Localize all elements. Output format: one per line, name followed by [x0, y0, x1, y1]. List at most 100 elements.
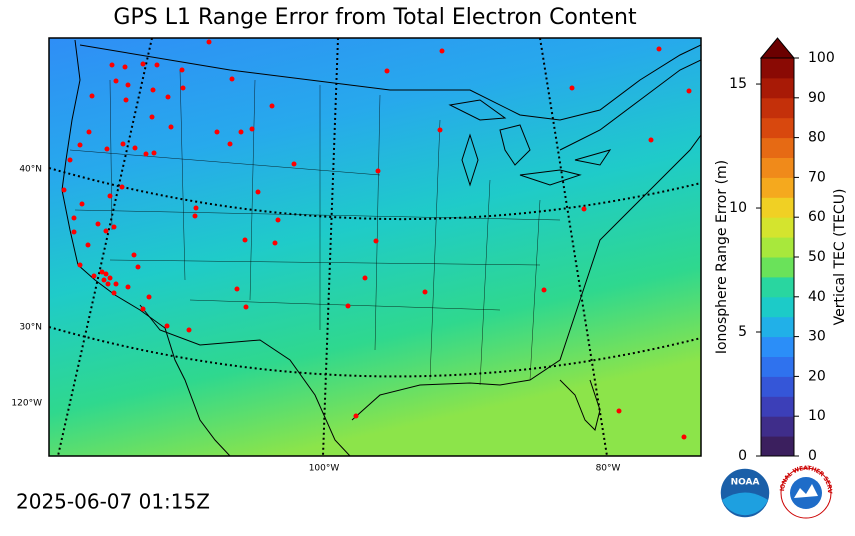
colorbar-bin	[761, 276, 794, 298]
station	[111, 290, 117, 296]
station	[180, 85, 186, 91]
station	[362, 275, 368, 281]
station	[113, 281, 119, 287]
station	[151, 150, 157, 156]
station	[242, 237, 248, 243]
stations	[61, 39, 692, 440]
colorbar-right-label: Vertical TEC (TECU)	[832, 189, 848, 326]
colorbar-tick-label: 30	[808, 329, 826, 345]
colorbar-bin	[761, 217, 794, 238]
colorbar-bin	[761, 177, 794, 198]
noaa-text: NOAA	[731, 478, 760, 488]
station	[105, 281, 111, 287]
colorbar-tick-label: 70	[808, 169, 826, 185]
station	[686, 88, 692, 94]
station	[179, 67, 185, 73]
colorbar-tick-label: 80	[808, 130, 826, 146]
station	[272, 240, 278, 246]
station	[255, 189, 261, 195]
station	[104, 146, 110, 152]
station	[107, 275, 113, 281]
station	[120, 141, 126, 147]
station	[146, 294, 152, 300]
colorbar-bin	[761, 336, 794, 357]
lon-label: 100°W	[309, 464, 340, 474]
map-frame	[48, 37, 702, 457]
state-borders	[69, 69, 561, 386]
station	[229, 76, 235, 82]
station	[135, 264, 141, 270]
colorbar-tick-label: 15	[729, 76, 747, 92]
station	[149, 114, 155, 120]
colorbar-tick-label: 90	[808, 90, 826, 106]
lon-label: 120°W	[11, 399, 42, 409]
station	[291, 161, 297, 167]
colorbar-tick-label: 10	[729, 200, 747, 216]
station	[123, 97, 129, 103]
station	[439, 48, 445, 54]
station	[193, 205, 199, 211]
noaa-logo: NOAA	[719, 467, 771, 519]
station	[140, 61, 146, 67]
station	[541, 287, 547, 293]
station	[154, 62, 160, 68]
station	[125, 82, 131, 88]
station	[168, 124, 174, 130]
colorbar-tick-label: 0	[738, 448, 747, 464]
colorbar-tick-label: 50	[808, 249, 826, 265]
map	[49, 38, 701, 456]
station	[86, 129, 92, 135]
station	[113, 78, 119, 84]
station	[437, 127, 443, 133]
station	[275, 217, 281, 223]
station	[192, 213, 198, 219]
colorbar-bin	[761, 356, 794, 377]
colorbar: 0 10 20 30 40 50 60 70 80 90 100 0 5 10 15	[729, 37, 835, 464]
colorbar-tick-label: 100	[808, 50, 835, 66]
station	[140, 306, 146, 312]
station	[569, 85, 575, 91]
station	[269, 103, 275, 109]
station	[67, 157, 73, 163]
station	[103, 228, 109, 234]
colorbar-bin	[761, 296, 794, 318]
station	[422, 289, 428, 295]
colorbar-tick-label: 60	[808, 209, 826, 225]
station	[71, 229, 77, 235]
timestamp: 2025-06-07 01:15Z	[16, 490, 210, 514]
colorbar-bin	[761, 316, 794, 338]
station	[143, 151, 149, 157]
station	[91, 273, 97, 279]
title: GPS L1 Range Error from Total Electron C…	[113, 5, 637, 30]
station	[85, 242, 91, 248]
station	[125, 284, 131, 290]
station	[77, 262, 83, 268]
station	[249, 126, 255, 132]
colorbar-bin	[761, 257, 794, 278]
station	[119, 184, 125, 190]
station	[111, 224, 117, 230]
station	[79, 201, 85, 207]
station	[103, 271, 109, 277]
station	[227, 141, 233, 147]
lat-label: 30°N	[19, 323, 42, 333]
colorbar-bin	[761, 396, 794, 417]
colorbar-bin	[761, 137, 794, 158]
colorbar-tick-label: 5	[738, 324, 747, 340]
colorbar-bin	[761, 97, 794, 119]
colorbar-bin	[761, 197, 794, 218]
station	[243, 304, 249, 310]
colorbar-extend	[759, 37, 796, 59]
station	[345, 303, 351, 309]
colorbar-tick-label: 10	[808, 408, 826, 424]
station	[71, 215, 77, 221]
station	[238, 129, 244, 135]
station	[89, 93, 95, 99]
colorbar-bin	[761, 117, 794, 139]
station	[681, 434, 687, 440]
station	[61, 187, 67, 193]
station	[101, 277, 107, 283]
station	[214, 129, 220, 135]
station	[234, 286, 240, 292]
station	[581, 206, 587, 212]
